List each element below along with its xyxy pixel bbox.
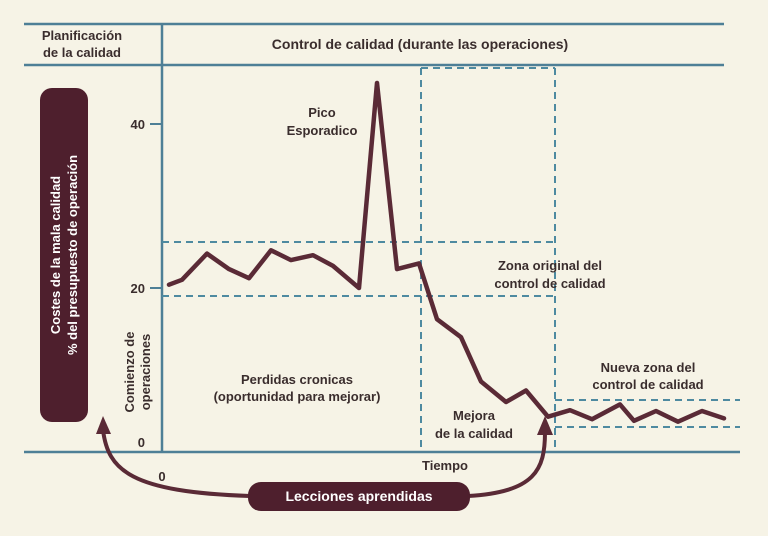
y-axis-label-2: % del presupuesto de operación — [65, 155, 80, 355]
start-label-1: Comienzo de — [122, 332, 137, 413]
lessons-arrow-right — [467, 431, 547, 498]
chronic-loss-label-2: (oportunidad para mejorar) — [214, 389, 381, 404]
lessons-pill — [248, 482, 470, 511]
x-origin-label: 0 — [158, 469, 165, 484]
spike-label-2: Esporadico — [287, 123, 358, 138]
chronic-loss-label-1: Perdidas cronicas — [241, 372, 353, 387]
improvement-label-2: de la calidad — [435, 426, 513, 441]
start-label-2: operaciones — [138, 334, 153, 411]
y-tick-20: 20 — [131, 281, 145, 296]
new-zone-label-1: Nueva zona del — [601, 360, 696, 375]
lessons-arrowhead-left — [96, 416, 111, 434]
original-zone-lines — [162, 67, 740, 452]
y-tick-40: 40 — [131, 117, 145, 132]
spike-label-1: Pico — [308, 105, 336, 120]
header-left-title-2: de la calidad — [43, 45, 121, 60]
cost-curve-line — [166, 80, 727, 424]
y-axis-label-pill — [40, 88, 88, 422]
y-tick-0: 0 — [138, 435, 145, 450]
lessons-label: Lecciones aprendidas — [285, 488, 432, 504]
improvement-label-1: Mejora — [453, 408, 496, 423]
header-right-title: Control de calidad (durante las operacio… — [272, 36, 568, 52]
lessons-arrow-left — [101, 429, 251, 498]
y-axis-label-1: Costes de la mala calidad — [48, 176, 63, 334]
lessons-arrowhead-right — [537, 416, 553, 435]
new-zone-label-2: control de calidad — [592, 377, 703, 392]
header-left-title-1: Planificación — [42, 28, 122, 43]
original-zone-label-2: control de calidad — [494, 276, 605, 291]
original-zone-label-1: Zona original del — [498, 258, 602, 273]
x-axis-label: Tiempo — [422, 458, 468, 473]
